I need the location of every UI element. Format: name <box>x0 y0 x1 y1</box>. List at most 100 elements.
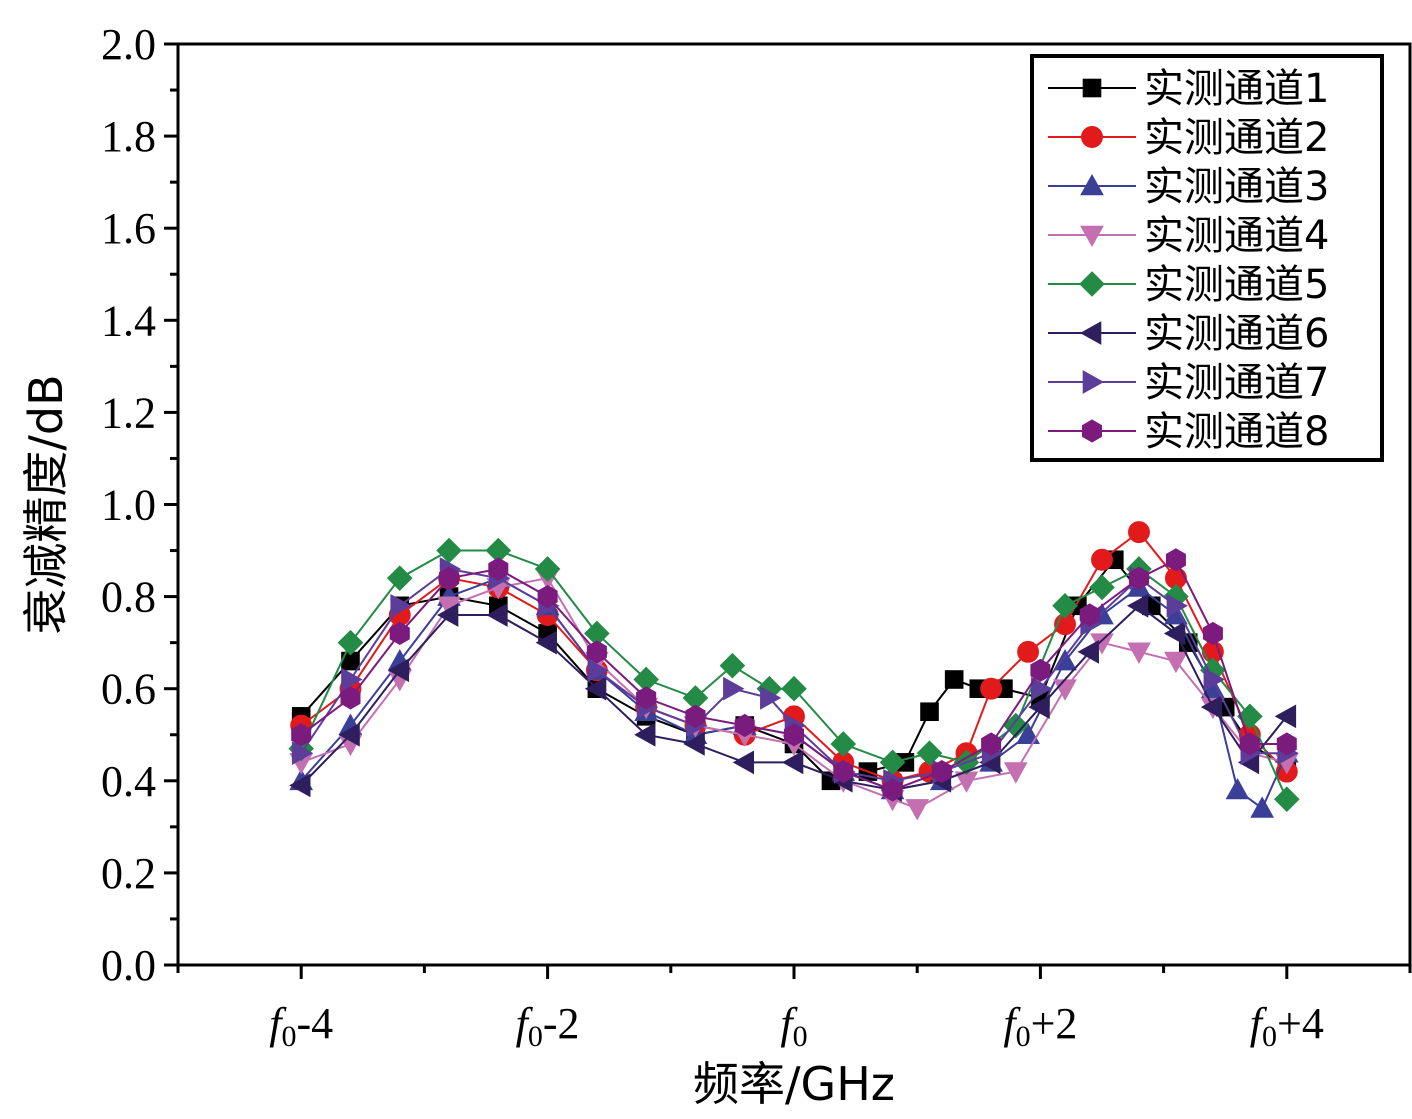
legend-label: 实测通道3 <box>1144 164 1329 210</box>
legend-item: 实测通道1 <box>1048 66 1329 112</box>
y-tick-label: 0.6 <box>101 665 156 714</box>
data-point <box>437 603 459 627</box>
data-point <box>781 675 807 702</box>
data-point <box>1202 621 1223 645</box>
y-tick-label: 0.2 <box>101 849 156 898</box>
data-point <box>587 658 609 683</box>
data-point <box>537 585 558 609</box>
data-point <box>1128 566 1149 590</box>
series-line <box>300 604 1288 792</box>
data-point <box>535 630 557 655</box>
data-point <box>1127 642 1151 664</box>
legend-marker <box>1080 173 1104 196</box>
data-point <box>1250 796 1275 818</box>
data-point <box>833 760 854 784</box>
legend-marker <box>1081 126 1103 148</box>
data-point <box>291 723 312 747</box>
data-point <box>1164 651 1188 674</box>
legend-marker <box>1082 419 1102 443</box>
y-tick-label: 0.4 <box>101 757 156 806</box>
data-point <box>1017 640 1040 663</box>
data-point <box>1052 593 1078 619</box>
legend-box <box>1030 54 1384 462</box>
legend-item: 实测通道4 <box>1048 213 1329 259</box>
y-tick-label: 1.2 <box>101 388 156 437</box>
data-point <box>1077 640 1099 664</box>
y-tick-label: 1.0 <box>101 481 156 530</box>
series-line <box>300 558 1287 792</box>
legend-marker <box>1082 78 1102 98</box>
x-tick-label: f0-2 <box>516 999 580 1053</box>
y-axis: 0.0 0.2 0.4 0.6 0.8 1.0 1.2 1.4 1.6 1.8 2.0 <box>101 20 178 990</box>
data-point <box>488 557 509 581</box>
x-axis-title: 频率/GHz <box>693 1057 895 1111</box>
legend-item: 实测通道8 <box>1048 409 1329 455</box>
data-point <box>1016 722 1040 745</box>
x-axis: f0-4 f0-2 f0 f0+2 f0+4 <box>176 965 1412 1053</box>
data-point <box>723 676 745 701</box>
data-point <box>1273 786 1300 813</box>
data-point <box>981 732 1002 756</box>
data-point <box>683 732 705 756</box>
data-point <box>1002 712 1029 739</box>
data-point <box>920 702 939 722</box>
legend-label: 实测通道8 <box>1144 409 1329 455</box>
data-point <box>1163 621 1186 646</box>
series-8 <box>291 548 1297 802</box>
data-point <box>338 722 360 747</box>
data-point <box>1239 732 1260 756</box>
data-point <box>719 652 746 679</box>
data-point <box>1031 676 1053 701</box>
legend-label: 实测通道1 <box>1144 66 1329 112</box>
data-point <box>784 723 804 747</box>
x-tick-label: f0-4 <box>269 999 333 1053</box>
legend-label: 实测通道6 <box>1144 311 1329 357</box>
y-tick-label: 2.0 <box>101 20 156 69</box>
data-point <box>1128 521 1150 544</box>
y-tick-label: 1.4 <box>101 296 156 345</box>
legend-label: 实测通道7 <box>1144 360 1329 406</box>
legend-item: 实测通道6 <box>1048 311 1329 357</box>
legend-marker <box>1082 370 1105 394</box>
data-point <box>685 704 706 728</box>
data-point <box>1030 658 1051 682</box>
data-point <box>387 658 410 683</box>
data-point <box>584 676 607 701</box>
data-point <box>390 593 412 618</box>
data-point <box>905 799 930 821</box>
data-point <box>1003 762 1028 784</box>
data-point <box>486 603 508 627</box>
data-point <box>916 740 943 766</box>
data-point <box>1200 695 1223 719</box>
y-tick-label: 1.8 <box>101 112 156 161</box>
data-point <box>734 713 755 738</box>
data-point <box>439 566 460 590</box>
data-point <box>289 773 311 798</box>
data-point <box>781 750 804 775</box>
data-point <box>830 731 857 757</box>
data-point <box>1276 732 1297 756</box>
x-tick-label: f0+4 <box>1250 999 1324 1053</box>
legend-item: 实测通道3 <box>1048 164 1329 210</box>
y-axis-title: 衰减精度/dB <box>19 374 73 634</box>
data-point <box>291 741 314 766</box>
data-point <box>389 621 410 645</box>
data-point <box>586 640 607 664</box>
x-tick-label: f0+2 <box>1003 999 1077 1053</box>
x-tick-label: f0 <box>780 999 807 1053</box>
data-point <box>1166 593 1188 618</box>
data-point <box>1225 777 1250 800</box>
data-point <box>1203 667 1225 692</box>
data-point <box>1237 703 1263 730</box>
data-point <box>1165 548 1186 572</box>
series-layer <box>288 521 1300 821</box>
data-point <box>732 750 755 775</box>
data-point <box>1091 548 1113 571</box>
legend-marker <box>1079 271 1105 297</box>
data-point <box>534 556 561 582</box>
legend-marker <box>1080 225 1104 248</box>
data-point <box>1028 695 1050 719</box>
data-point <box>340 686 361 710</box>
